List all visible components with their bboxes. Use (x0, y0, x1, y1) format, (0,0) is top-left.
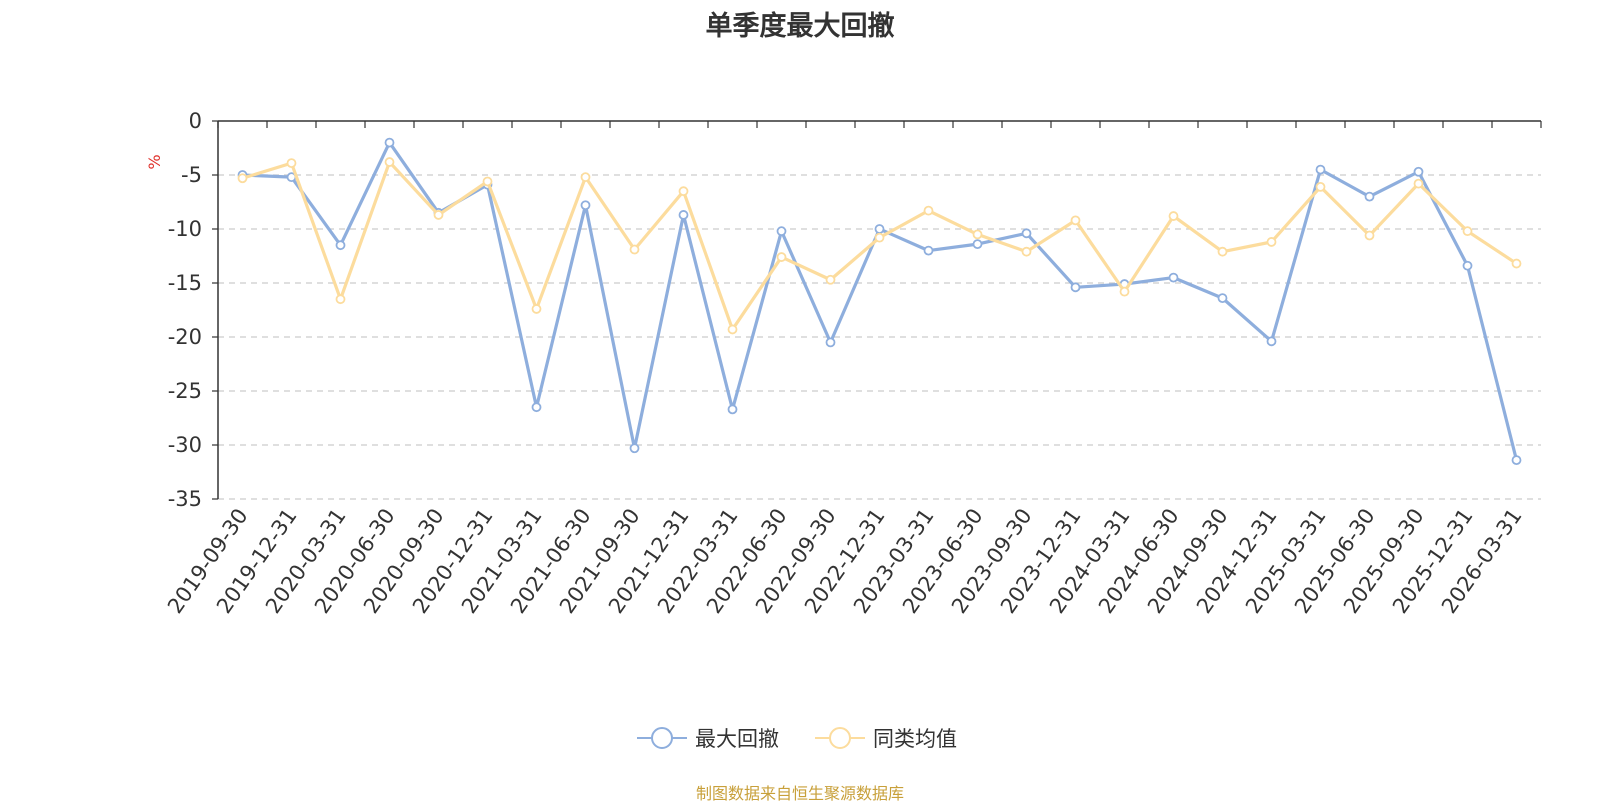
legend-symbol-peer-average-icon (815, 727, 865, 749)
y-tick-label: -25 (168, 379, 202, 403)
data-point-series-1 (384, 157, 395, 167)
data-point-series-0 (678, 210, 689, 220)
data-point-series-0 (1511, 455, 1522, 466)
y-tick-label: -20 (168, 325, 202, 349)
data-point-series-0 (874, 224, 885, 234)
legend-item-max-drawdown[interactable]: 最大回撤 (637, 721, 779, 755)
data-point-series-1 (433, 210, 444, 220)
data-point-series-1 (237, 173, 248, 184)
data-point-series-0 (825, 337, 836, 348)
y-tick-label: -30 (168, 433, 202, 457)
y-axis-label: % (145, 154, 164, 169)
data-point-series-0 (1413, 166, 1424, 177)
data-point-series-0 (629, 443, 640, 454)
data-point-series-0 (580, 200, 591, 211)
data-point-series-0 (776, 226, 787, 237)
data-point-series-0 (1070, 282, 1081, 293)
data-point-series-1 (1021, 246, 1032, 257)
legend-label-max-drawdown: 最大回撤 (695, 727, 779, 751)
data-point-series-0 (1217, 293, 1228, 304)
data-point-series-1 (1364, 230, 1375, 241)
grid-lines (218, 174, 1541, 500)
data-point-series-1 (629, 244, 640, 255)
data-point-series-0 (1462, 260, 1473, 271)
data-point-series-0 (727, 404, 738, 415)
data-point-series-0 (1364, 191, 1375, 202)
data-point-series-0 (1266, 336, 1277, 347)
data-point-series-1 (923, 205, 934, 216)
data-point-series-1 (1217, 246, 1228, 257)
data-point-series-1 (1168, 211, 1179, 221)
data-point-series-1 (874, 232, 885, 243)
y-tick-label: 0 (189, 109, 202, 133)
data-point-series-1 (1462, 226, 1473, 237)
data-point-series-1 (1511, 258, 1522, 269)
data-point-series-1 (286, 158, 297, 169)
data-point-series-1 (335, 294, 346, 305)
series-line-1 (242, 160, 1518, 332)
data-point-series-1 (972, 229, 983, 240)
data-point-series-0 (1315, 164, 1326, 175)
data-point-series-1 (1315, 181, 1326, 192)
data-point-series-1 (825, 274, 836, 285)
data-point-series-0 (531, 402, 542, 413)
data-point-series-0 (384, 137, 395, 148)
data-point-series-0 (923, 245, 934, 256)
data-point-series-1 (1266, 237, 1277, 247)
data-point-series-1 (727, 324, 738, 335)
data-point-series-1 (678, 186, 689, 197)
data-point-series-0 (1021, 228, 1032, 239)
legend: 最大回撤 同类均值 (0, 721, 1600, 755)
legend-symbol-max-drawdown-icon (637, 727, 687, 749)
y-tick-label: -10 (168, 217, 202, 241)
chart-title: 单季度最大回撤 (705, 11, 895, 42)
data-source-note: 制图数据来自恒生聚源数据库 (695, 784, 904, 803)
y-tick-label: -15 (168, 271, 202, 295)
data-point-series-1 (482, 176, 493, 187)
data-point-series-1 (1119, 286, 1130, 297)
y-tick-label: -35 (168, 487, 202, 511)
legend-label-peer-average: 同类均值 (873, 727, 957, 751)
data-point-series-0 (972, 239, 983, 250)
data-point-series-0 (335, 240, 346, 251)
y-tick-label: -5 (181, 163, 202, 187)
series-lines (237, 137, 1522, 466)
data-point-series-1 (580, 172, 591, 183)
data-point-series-1 (776, 252, 787, 262)
legend-item-peer-average[interactable]: 同类均值 (815, 721, 957, 755)
data-point-series-1 (531, 304, 542, 314)
data-point-series-1 (1070, 215, 1081, 226)
data-point-series-1 (1413, 178, 1424, 189)
data-point-series-0 (1168, 272, 1179, 283)
